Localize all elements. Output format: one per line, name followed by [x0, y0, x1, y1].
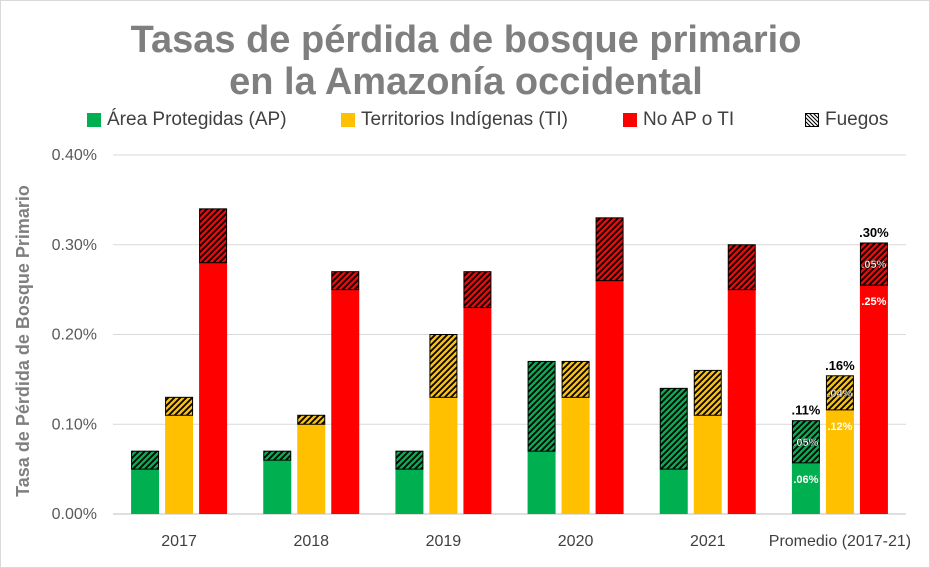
legend-item-ti: Territorios Indígenas (TI) — [341, 109, 568, 131]
y-tick-label: 0.20% — [52, 327, 97, 344]
y-tick-label: 0.10% — [52, 416, 97, 433]
bar-ti-2017 — [165, 415, 194, 514]
y-axis-label: Tasa de Pérdida de Bosque Primario — [13, 185, 33, 497]
legend-label-ap: Área Protegidas (AP) — [107, 109, 287, 130]
bar-ti-2019 — [429, 397, 458, 514]
legend-item-noap: No AP o TI — [623, 109, 734, 131]
bar-fire-ti-2017 — [165, 396, 194, 416]
chart-title-line1: Tasas de pérdida de bosque primario — [130, 19, 802, 61]
bar-ap-2017 — [131, 469, 160, 514]
y-tick-label: 0.40% — [52, 147, 97, 164]
data-label-total-ap: .11% — [791, 403, 820, 418]
bar-fire-ap-Promedio (2017-21) — [791, 420, 820, 464]
bar-ti-Promedio (2017-21) — [825, 409, 854, 514]
bar-fire-ap-2018 — [263, 450, 292, 461]
x-tick-label: 2017 — [161, 533, 197, 550]
bar-fire-noap-2018 — [331, 271, 360, 291]
bar-fire-noap-2020 — [595, 217, 624, 282]
data-label-fire-ap: .05% — [793, 437, 818, 449]
legend-swatch-ti — [341, 113, 355, 127]
bar-fire-ti-Promedio (2017-21) — [825, 375, 854, 411]
bar-ap-2018 — [263, 460, 292, 514]
legend-item-ap: Área Protegidas (AP) — [87, 109, 287, 131]
bar-fire-ap-2020 — [527, 360, 556, 452]
bar-noap-2017 — [199, 262, 228, 514]
bar-fire-ti-2020 — [561, 360, 590, 398]
bar-fire-noap-2021 — [727, 244, 756, 291]
chart-title-line2: en la Amazonía occidental — [229, 61, 703, 103]
legend-swatch-ap — [87, 113, 101, 127]
x-tick-label: 2019 — [426, 533, 462, 550]
bar-fire-noap-2019 — [463, 271, 492, 309]
legend-swatch-noap — [623, 113, 637, 127]
x-tick-label: 2020 — [558, 533, 594, 550]
bar-noap-2018 — [331, 289, 360, 514]
bar-ap-2019 — [395, 469, 424, 514]
bar-noap-2021 — [727, 289, 756, 514]
y-tick-label: 0.30% — [52, 237, 97, 254]
legend-label-fire: Fuegos — [825, 109, 889, 130]
data-label-base-ap: .06% — [793, 474, 818, 486]
data-label-total-ti: .16% — [825, 358, 855, 373]
data-label-base-ti: .12% — [827, 421, 852, 433]
bar-ti-2020 — [561, 397, 590, 514]
bar-fire-noap-Promedio (2017-21) — [859, 242, 888, 286]
data-label-total-noap: .30% — [859, 225, 889, 240]
bar-noap-2020 — [595, 280, 624, 514]
legend-label-ti: Territorios Indígenas (TI) — [361, 109, 568, 130]
legend-label-noap: No AP o TI — [643, 109, 735, 130]
bar-fire-noap-2017 — [199, 208, 228, 264]
bar-noap-Promedio (2017-21) — [859, 285, 888, 514]
data-label-fire-noap: .05% — [861, 259, 886, 271]
legend-swatch-fire — [805, 113, 819, 127]
x-tick-label: Promedio (2017-21) — [769, 533, 911, 550]
bar-fire-ti-2018 — [297, 414, 326, 425]
bar-fire-ap-2021 — [659, 387, 688, 470]
bar-ap-2020 — [527, 451, 556, 514]
data-label-base-noap: .25% — [861, 296, 886, 308]
bar-fire-ti-2021 — [693, 369, 722, 416]
y-tick-label: 0.00% — [52, 506, 97, 523]
bar-noap-2019 — [463, 307, 492, 514]
x-tick-label: 2021 — [690, 533, 726, 550]
data-label-fire-ti: .04% — [827, 388, 852, 400]
bar-fire-ti-2019 — [429, 334, 458, 398]
x-tick-label: 2018 — [293, 533, 329, 550]
bar-fire-ap-2017 — [131, 450, 160, 470]
bar-ap-2021 — [659, 469, 688, 514]
legend-item-fire: Fuegos — [805, 109, 888, 131]
bar-ap-Promedio (2017-21) — [791, 462, 820, 514]
bar-fire-ap-2019 — [395, 450, 424, 470]
bar-ti-2018 — [297, 424, 326, 514]
bar-ti-2021 — [693, 415, 722, 514]
